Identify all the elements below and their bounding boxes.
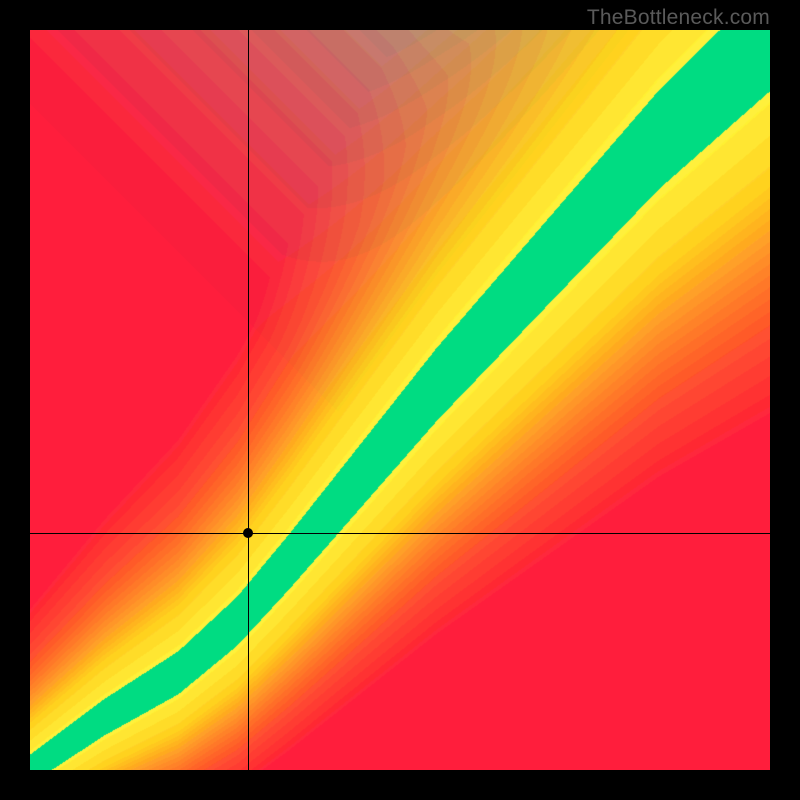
- watermark-text: TheBottleneck.com: [587, 6, 770, 30]
- crosshair-marker: [243, 528, 253, 538]
- crosshair-vertical: [248, 30, 249, 770]
- crosshair-horizontal: [30, 533, 770, 534]
- plot-area: [30, 30, 770, 770]
- chart-container: TheBottleneck.com: [0, 0, 800, 800]
- heatmap-canvas: [30, 30, 770, 770]
